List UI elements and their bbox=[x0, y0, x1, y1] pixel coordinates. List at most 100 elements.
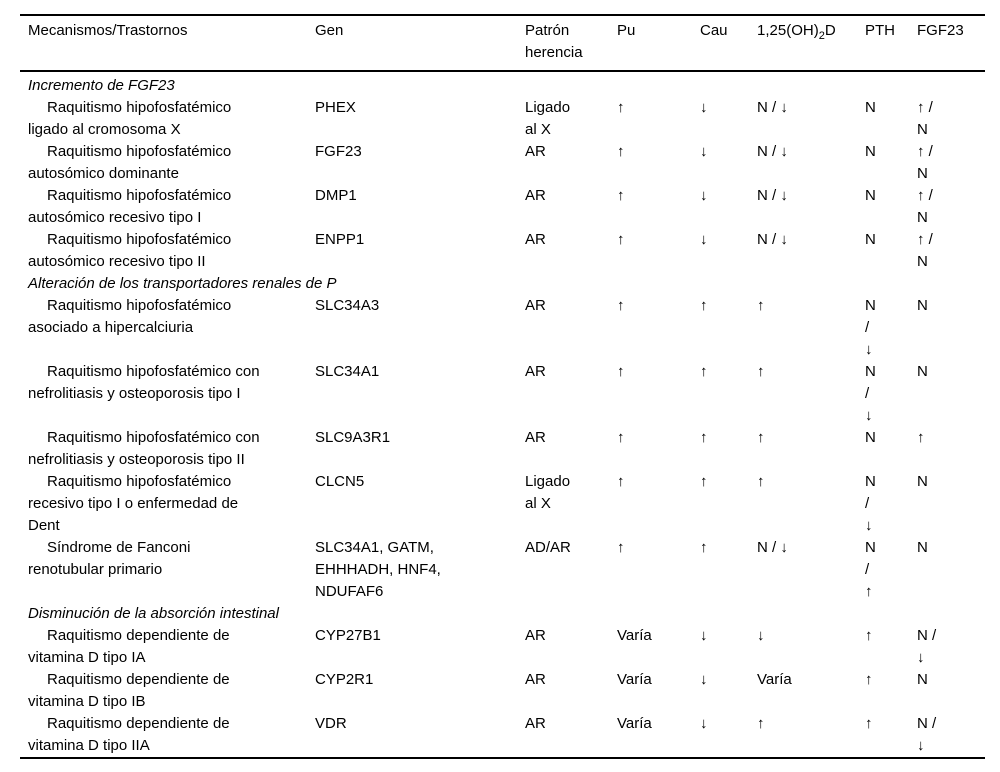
cell-pth: N bbox=[865, 231, 876, 248]
cell-trastorno: Raquitismo hipofosfatémico autosómico re… bbox=[28, 231, 232, 270]
cell-pth: ↑ bbox=[865, 627, 873, 644]
col-header-mecanismos-trastornos: Mecanismos/Trastornos bbox=[28, 22, 188, 39]
cell-fgf23: ↑ bbox=[917, 429, 925, 446]
cell-pth: N bbox=[865, 429, 876, 446]
col-header-pth: PTH bbox=[865, 22, 895, 39]
cell-cau: ↓ bbox=[700, 187, 708, 204]
cell-cau: ↓ bbox=[700, 99, 708, 116]
table-row: Raquitismo dependiente de vitamina D tip… bbox=[20, 713, 985, 758]
table-row: Raquitismo hipofosfatémico autosómico re… bbox=[20, 229, 985, 273]
cell-gen: DMP1 bbox=[315, 187, 357, 204]
cell-trastorno: Raquitismo hipofosfatémico con nefroliti… bbox=[28, 429, 260, 468]
cell-cau: ↑ bbox=[700, 473, 708, 490]
cell-pu: ↑ bbox=[617, 231, 625, 248]
cell-trastorno: Raquitismo dependiente de vitamina D tip… bbox=[28, 715, 230, 754]
cell-pth: N bbox=[865, 187, 876, 204]
cell-gen: ENPP1 bbox=[315, 231, 365, 248]
cell-pu: ↑ bbox=[617, 473, 625, 490]
section-row: Alteración de los transportadores renale… bbox=[20, 273, 985, 295]
cell-gen: SLC9A3R1 bbox=[315, 429, 391, 446]
cell-fgf23: ↑ / N bbox=[917, 143, 933, 182]
cell-cau: ↑ bbox=[700, 539, 708, 556]
cell-trastorno: Raquitismo hipofosfatémico autosómico re… bbox=[28, 187, 232, 226]
cell-pth: N / ↓ bbox=[865, 473, 876, 534]
cell-pth: N / ↓ bbox=[865, 297, 876, 358]
cell-pu: ↑ bbox=[617, 187, 625, 204]
cell-pth: N / ↑ bbox=[865, 539, 876, 600]
cell-fgf23: ↑ / N bbox=[917, 231, 933, 270]
cell-gen: SLC34A3 bbox=[315, 297, 380, 314]
cell-1-25-oh2-d: N / ↓ bbox=[757, 143, 788, 160]
table-row: Raquitismo hipofosfatémico con nefroliti… bbox=[20, 427, 985, 471]
table-row: Raquitismo dependiente de vitamina D tip… bbox=[20, 625, 985, 669]
cell-trastorno: Raquitismo hipofosfatémico autosómico do… bbox=[28, 143, 232, 182]
cell-pu: Varía bbox=[617, 627, 652, 644]
cell-gen: CLCN5 bbox=[315, 473, 365, 490]
cell-patron-herencia: AD/AR bbox=[525, 539, 571, 556]
cell-trastorno: Raquitismo dependiente de vitamina D tip… bbox=[28, 627, 230, 666]
cell-cau: ↑ bbox=[700, 363, 708, 380]
cell-pu: ↑ bbox=[617, 539, 625, 556]
table-row: Síndrome de Fanconi renotubular primario… bbox=[20, 537, 985, 603]
cell-pth: ↑ bbox=[865, 671, 873, 688]
cell-cau: ↓ bbox=[700, 143, 708, 160]
cell-trastorno: Raquitismo hipofosfatémico con nefroliti… bbox=[28, 363, 260, 402]
cell-pu: Varía bbox=[617, 671, 652, 688]
cell-patron-herencia: Ligado al X bbox=[525, 99, 571, 138]
section-title: Alteración de los transportadores renale… bbox=[28, 275, 337, 292]
cell-trastorno: Síndrome de Fanconi renotubular primario bbox=[28, 539, 191, 578]
table-row: Raquitismo hipofosfatémico con nefroliti… bbox=[20, 361, 985, 427]
cell-fgf23: N bbox=[917, 671, 928, 688]
cell-patron-herencia: Ligado al X bbox=[525, 473, 571, 512]
cell-patron-herencia: AR bbox=[525, 429, 546, 446]
table-row: Raquitismo hipofosfatémico autosómico re… bbox=[20, 185, 985, 229]
cell-cau: ↓ bbox=[700, 231, 708, 248]
col-header-1-25-oh2-d: 1,25(OH)2D bbox=[757, 15, 865, 71]
cell-trastorno: Raquitismo hipofosfatémico asociado a hi… bbox=[28, 297, 232, 336]
cell-pu: ↑ bbox=[617, 99, 625, 116]
section-title: Incremento de FGF23 bbox=[28, 77, 175, 94]
cell-patron-herencia: AR bbox=[525, 143, 546, 160]
cell-trastorno: Raquitismo dependiente de vitamina D tip… bbox=[28, 671, 230, 710]
cell-gen: PHEX bbox=[315, 99, 356, 116]
cell-cau: ↑ bbox=[700, 429, 708, 446]
cell-patron-herencia: AR bbox=[525, 627, 546, 644]
cell-patron-herencia: AR bbox=[525, 715, 546, 732]
cell-trastorno: Raquitismo hipofosfatémico recesivo tipo… bbox=[28, 473, 239, 534]
cell-gen: FGF23 bbox=[315, 143, 362, 160]
cell-1-25-oh2-d: ↑ bbox=[757, 473, 765, 490]
cell-pu: ↑ bbox=[617, 429, 625, 446]
section-row: Incremento de FGF23 bbox=[20, 71, 985, 97]
cell-patron-herencia: AR bbox=[525, 187, 546, 204]
section-row: Disminución de la absorción intestinal bbox=[20, 603, 985, 625]
cell-1-25-oh2-d: ↑ bbox=[757, 429, 765, 446]
cell-fgf23: ↑ / N bbox=[917, 99, 933, 138]
cell-gen: CYP27B1 bbox=[315, 627, 381, 644]
section-title: Disminución de la absorción intestinal bbox=[28, 605, 279, 622]
col-header-fgf23: FGF23 bbox=[917, 22, 964, 39]
table-body: Incremento de FGF23 Raquitismo hipofosfat… bbox=[20, 71, 985, 758]
table-row: Raquitismo hipofosfatémico recesivo tipo… bbox=[20, 471, 985, 537]
cell-1-25-oh2-d: Varía bbox=[757, 671, 792, 688]
cell-trastorno: Raquitismo hipofosfatémico ligado al cro… bbox=[28, 99, 232, 138]
cell-cau: ↓ bbox=[700, 671, 708, 688]
col-header-1-25-oh2-d-suffix: D bbox=[824, 22, 836, 39]
header-row: Mecanismos/Trastornos Gen Patrón herenci… bbox=[20, 15, 985, 71]
cell-fgf23: N bbox=[917, 297, 928, 314]
cell-cau: ↓ bbox=[700, 627, 708, 644]
cell-1-25-oh2-d: N / ↓ bbox=[757, 99, 788, 116]
cell-pu: ↑ bbox=[617, 143, 625, 160]
cell-pth: N bbox=[865, 99, 876, 116]
cell-patron-herencia: AR bbox=[525, 231, 546, 248]
col-header-cau: Cau bbox=[700, 22, 728, 39]
cell-fgf23: N bbox=[917, 363, 928, 380]
cell-gen: SLC34A1, GATM, EHHHADH, HNF4, NDUFAF6 bbox=[315, 539, 441, 600]
table-header: Mecanismos/Trastornos Gen Patrón herenci… bbox=[20, 15, 985, 71]
cell-pu: Varía bbox=[617, 715, 652, 732]
cell-cau: ↓ bbox=[700, 715, 708, 732]
cell-1-25-oh2-d: N / ↓ bbox=[757, 231, 788, 248]
cell-gen: SLC34A1 bbox=[315, 363, 380, 380]
cell-fgf23: N bbox=[917, 473, 928, 490]
cell-1-25-oh2-d: ↑ bbox=[757, 363, 765, 380]
col-header-pu: Pu bbox=[617, 22, 636, 39]
